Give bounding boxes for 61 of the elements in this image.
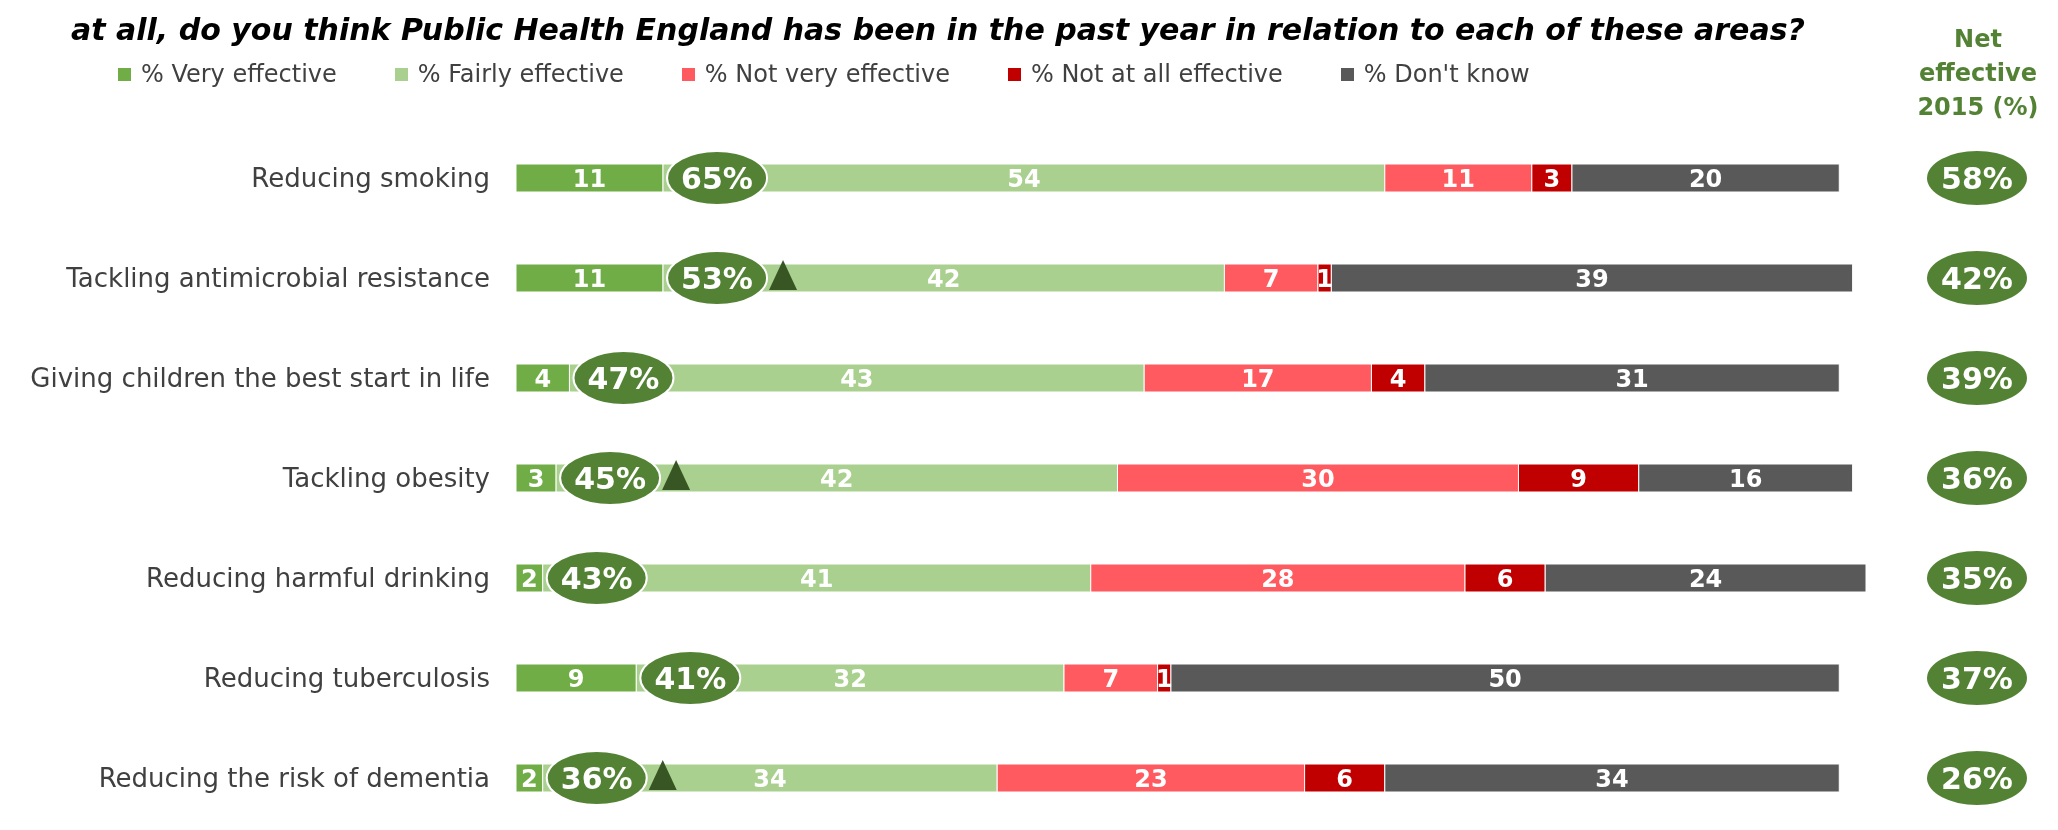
data-label: 54 — [1007, 164, 1041, 193]
data-label: 6 — [1336, 764, 1354, 793]
data-label: 2 — [521, 564, 538, 593]
text: 58% — [1941, 160, 2013, 196]
data-label: 4 — [1389, 364, 1407, 393]
text: 26% — [1941, 760, 2013, 796]
data-label: 17 — [1241, 364, 1275, 393]
data-label: 11 — [1441, 164, 1476, 193]
data-label: 24 — [1688, 564, 1723, 593]
data-label: 11 — [572, 264, 607, 293]
data-label: 7 — [1102, 664, 1120, 693]
annotation: 53% — [681, 260, 753, 296]
text: 35% — [1941, 560, 2013, 596]
text: Net effective 2015 (%) — [1916, 24, 2040, 123]
y-tick-label: Reducing smoking — [251, 163, 490, 194]
data-label: 41 — [800, 564, 834, 593]
data-label: 23 — [1134, 764, 1168, 793]
data-label: 39 — [1575, 264, 1609, 293]
data-label: 50 — [1488, 664, 1522, 693]
data-label: 6 — [1496, 564, 1514, 593]
annotation: 65% — [681, 160, 753, 196]
chart-title: at all, do you think Public Health England has been in the past year in relation to each of these areas? — [70, 12, 1806, 47]
data-label: 42 — [820, 464, 854, 493]
legend-label: % Very effective — [141, 60, 337, 88]
data-label: 9 — [1570, 464, 1587, 493]
data-label: 4 — [534, 364, 552, 393]
data-label: 28 — [1261, 564, 1295, 593]
annotation: 47% — [587, 360, 660, 396]
annotation: 41% — [654, 660, 727, 696]
data-label: 3 — [527, 464, 545, 493]
data-label: 9 — [567, 664, 585, 693]
annotation: 45% — [574, 460, 647, 496]
data-label: 7 — [1262, 264, 1280, 293]
annotation: 43% — [560, 560, 633, 596]
text: 42% — [1941, 260, 2013, 296]
y-tick-label: Reducing harmful drinking — [146, 563, 490, 594]
y-tick-label: Reducing the risk of dementia — [98, 763, 490, 794]
data-label: 20 — [1688, 164, 1723, 193]
data-label: 30 — [1301, 464, 1335, 493]
data-label: 31 — [1615, 364, 1649, 393]
legend-label: % Fairly effective — [417, 60, 624, 88]
y-tick-label: Tackling antimicrobial resistance — [65, 263, 490, 294]
y-tick-label: Giving children the best start in life — [30, 363, 490, 394]
data-label: 16 — [1729, 464, 1763, 493]
data-label: 42 — [927, 264, 961, 293]
data-label: 43 — [840, 364, 874, 393]
legend-label: % Not at all effective — [1030, 60, 1283, 88]
legend-label: % Not very effective — [704, 60, 950, 88]
data-label: 11 — [572, 164, 607, 193]
data-label: 2 — [521, 764, 538, 793]
legend-label: % Don't know — [1363, 60, 1530, 88]
text: 36% — [1941, 460, 2013, 496]
y-tick-label: Tackling obesity — [281, 463, 490, 494]
text: 39% — [1941, 360, 2013, 396]
data-label: 3 — [1543, 164, 1561, 193]
data-label: 32 — [833, 664, 867, 693]
annotation: 36% — [560, 760, 633, 796]
data-label: 34 — [1595, 764, 1629, 793]
y-tick-label: Reducing tuberculosis — [203, 663, 490, 694]
data-label: 34 — [753, 764, 787, 793]
text: 37% — [1941, 660, 2013, 696]
